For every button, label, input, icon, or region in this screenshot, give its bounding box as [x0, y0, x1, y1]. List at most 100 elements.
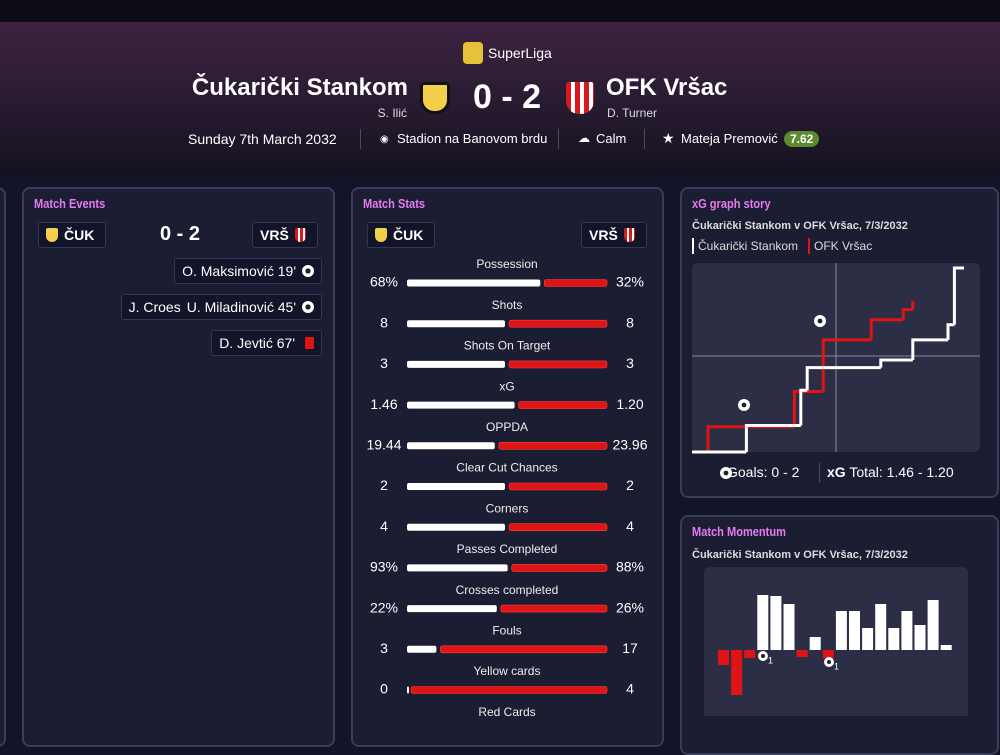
- charts-layer: Possession 68% 32% Shots 8 8 Shots On Target 3 3…: [366, 238, 980, 716]
- away-value: 88%: [616, 559, 644, 575]
- xg-step: [744, 424, 801, 452]
- stat-label: Yellow cards: [474, 664, 541, 678]
- panel-title: xG graph story: [692, 196, 771, 211]
- away-value: 8: [626, 314, 634, 330]
- panel-title: Match Events: [34, 196, 106, 211]
- home-value: 3: [380, 640, 388, 656]
- stat-label: Passes Completed: [457, 542, 558, 556]
- chart-marks: Possession 68% 32% Shots 8 8 Shots On Target 3 3…: [366, 238, 964, 716]
- momentum-bar: [875, 604, 887, 650]
- away-bar: [511, 564, 608, 572]
- home-value: 8: [380, 314, 388, 330]
- xg-step: [952, 266, 964, 325]
- subtitle: Čukarički Stankom v OFK Vršac, 7/3/2032: [692, 220, 908, 232]
- away-badge: [294, 228, 306, 242]
- events-score: 0 - 2: [159, 223, 201, 245]
- home-badge: [420, 82, 450, 114]
- home-abbr: ČUK: [64, 227, 95, 243]
- stat-label: Clear Cut Chances: [456, 461, 557, 475]
- goal-count: 1: [834, 661, 839, 671]
- home-manager: S. Ilić: [377, 106, 407, 120]
- home-value: 93%: [370, 559, 398, 575]
- xg-step: [799, 388, 808, 426]
- momentum-bar: [849, 611, 860, 650]
- away-manager: D. Turner: [607, 106, 658, 120]
- star-icon: ★: [662, 130, 675, 146]
- momentum-bar: [770, 596, 782, 650]
- momentum-bar: [757, 595, 769, 650]
- home-bar: [407, 360, 505, 368]
- xg-step: [805, 366, 881, 391]
- legend-swatch: [808, 238, 810, 254]
- home-bar: [407, 279, 541, 287]
- xg-step: [879, 358, 913, 368]
- weather: Calm: [596, 131, 627, 146]
- goal-count: 1: [768, 655, 773, 665]
- xg-step: [869, 318, 904, 340]
- home-bar: [407, 442, 495, 450]
- home-bar: [407, 564, 508, 572]
- momentum-bar: [744, 650, 756, 658]
- stat-label: Red Cards: [478, 705, 535, 716]
- goal-icon: [302, 301, 314, 313]
- xg-step: [911, 338, 948, 361]
- away-value: 23.96: [612, 437, 647, 453]
- match-header: [0, 22, 1000, 178]
- away-bar: [518, 401, 608, 409]
- momentum-bar: [796, 650, 808, 657]
- event-list: O. Maksimović 19' J. Croes U. Miladinović …: [120, 258, 322, 356]
- momentum-bar: [927, 600, 939, 650]
- away-badge: [623, 228, 635, 242]
- away-abbr-box: VRŠ: [581, 222, 647, 248]
- xg-step: [821, 338, 872, 392]
- event: J. Croes U. Miladinović 45': [120, 294, 322, 320]
- momentum-bar: [783, 604, 795, 650]
- ball-patch: [827, 660, 831, 664]
- legend-swatch: [692, 238, 694, 254]
- event: O. Maksimović 19': [174, 258, 322, 284]
- stat-label: Shots: [492, 298, 523, 312]
- momentum-bar: [835, 611, 847, 650]
- stat-label: Possession: [476, 257, 537, 271]
- home-team: Čukarički Stankom: [191, 74, 408, 101]
- momentum-bar: [718, 650, 729, 665]
- stadium: Stadion na Banovom brdu: [397, 131, 548, 146]
- momentum-bar: [901, 611, 913, 650]
- ball-patch: [817, 318, 823, 324]
- stat-label: Crosses completed: [456, 583, 559, 597]
- momentum-bar: [822, 650, 834, 658]
- player-rating: 7.62: [784, 131, 820, 147]
- away-abbr: VRŠ: [589, 227, 618, 243]
- away-bar: [500, 604, 608, 613]
- away-value: 4: [626, 681, 634, 697]
- away-bar: [410, 686, 608, 694]
- momentum-bar: [731, 650, 743, 695]
- stat-label: Shots On Target: [464, 339, 551, 353]
- xg-step: [946, 323, 955, 340]
- separator: [819, 463, 820, 483]
- home-value: 2: [380, 477, 388, 493]
- home-bar: [407, 686, 409, 694]
- away-badge: [566, 82, 594, 114]
- home-abbr: ČUK: [393, 227, 424, 243]
- momentum-bar: [888, 628, 900, 650]
- separator: [644, 129, 645, 149]
- away-value: 17: [622, 640, 638, 656]
- home-value: 3: [380, 355, 388, 371]
- stat-label: xG: [499, 379, 514, 393]
- home-bar: [407, 483, 505, 490]
- away-bar: [440, 645, 608, 654]
- away-bar: [508, 319, 608, 328]
- event-text: D. Jevtić 67': [219, 335, 295, 351]
- event-text: J. Croes: [128, 299, 181, 315]
- ball-patch: [741, 402, 747, 408]
- xg-step: [792, 390, 824, 427]
- competition: SuperLiga: [488, 45, 552, 61]
- event: D. Jevtić 67': [211, 330, 322, 356]
- momentum-bar: [809, 637, 821, 650]
- ball-patch: [723, 470, 729, 476]
- xg-total-label: xG: [827, 464, 846, 480]
- away-bar: [508, 482, 608, 491]
- home-value: 19.44: [366, 437, 401, 453]
- separator: [558, 129, 559, 149]
